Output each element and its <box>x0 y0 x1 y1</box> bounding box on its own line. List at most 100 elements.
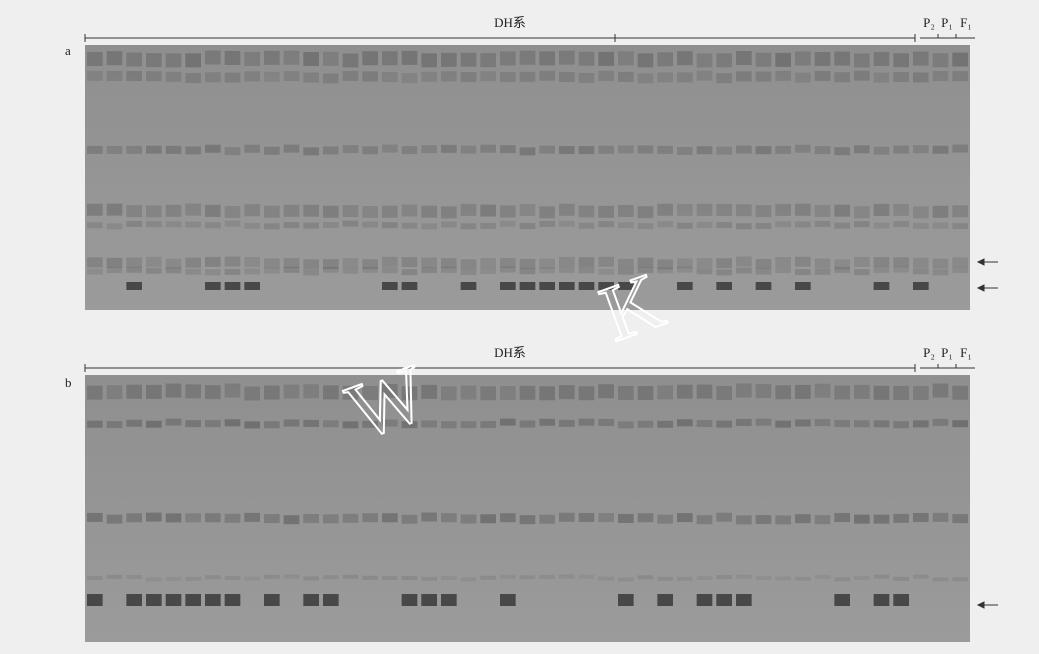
band <box>874 223 890 229</box>
band <box>657 267 673 273</box>
band <box>874 386 890 400</box>
band <box>697 385 713 399</box>
band <box>952 420 968 427</box>
band <box>933 513 949 522</box>
band <box>559 51 575 65</box>
band <box>87 513 103 522</box>
band <box>500 258 516 268</box>
band <box>87 594 103 606</box>
band <box>362 513 378 522</box>
band <box>480 258 496 268</box>
band <box>736 267 752 273</box>
band <box>933 259 949 269</box>
band <box>303 514 319 523</box>
band <box>421 594 437 606</box>
band <box>205 145 221 153</box>
band <box>520 51 536 65</box>
band <box>205 269 221 275</box>
band <box>402 205 418 217</box>
band <box>893 72 909 82</box>
band <box>402 73 418 83</box>
band <box>126 267 142 273</box>
band <box>893 53 909 67</box>
band <box>126 221 142 227</box>
band <box>952 267 968 273</box>
band <box>933 223 949 229</box>
band <box>107 204 123 216</box>
band <box>559 575 575 579</box>
band <box>343 268 359 274</box>
band <box>834 147 850 155</box>
band <box>716 222 732 228</box>
band <box>244 386 260 400</box>
band <box>480 145 496 153</box>
band <box>697 420 713 427</box>
band <box>775 385 791 399</box>
band <box>402 269 418 275</box>
band <box>500 72 516 82</box>
band <box>146 257 162 267</box>
band <box>697 71 713 81</box>
band <box>854 145 870 153</box>
band <box>913 268 929 274</box>
band <box>893 267 909 273</box>
band <box>756 146 772 154</box>
band <box>756 223 772 229</box>
band <box>756 72 772 82</box>
band <box>539 267 555 273</box>
band <box>579 419 595 426</box>
band <box>795 577 811 581</box>
band <box>500 575 516 579</box>
band <box>343 258 359 268</box>
band <box>225 576 241 580</box>
band <box>756 269 772 275</box>
band <box>657 577 673 581</box>
band <box>146 421 162 428</box>
band <box>834 577 850 581</box>
band <box>323 420 339 427</box>
band <box>244 513 260 522</box>
band <box>244 421 260 428</box>
band <box>756 419 772 426</box>
band <box>205 222 221 228</box>
band <box>736 384 752 398</box>
band <box>205 72 221 82</box>
band <box>421 206 437 218</box>
band <box>933 146 949 154</box>
band <box>893 577 909 581</box>
band <box>421 72 437 82</box>
band <box>205 205 221 217</box>
band <box>913 420 929 427</box>
band <box>539 282 555 290</box>
band <box>913 386 929 400</box>
band <box>834 205 850 217</box>
band <box>638 206 654 218</box>
band <box>225 73 241 83</box>
band <box>677 282 693 290</box>
band <box>421 267 437 273</box>
band <box>657 594 673 606</box>
band <box>480 386 496 400</box>
band <box>874 282 890 290</box>
band <box>205 385 221 399</box>
band <box>107 146 123 154</box>
band <box>677 419 693 426</box>
band <box>284 258 300 268</box>
band <box>520 72 536 82</box>
band <box>716 282 732 290</box>
band <box>598 71 614 81</box>
band <box>205 575 221 579</box>
band <box>520 515 536 524</box>
band <box>716 269 732 275</box>
band <box>303 52 319 66</box>
band <box>303 420 319 427</box>
band <box>441 421 457 428</box>
band <box>264 258 280 268</box>
band <box>225 257 241 267</box>
band <box>362 576 378 580</box>
band <box>854 515 870 524</box>
band <box>323 206 339 218</box>
band <box>421 577 437 581</box>
band <box>264 386 280 400</box>
band <box>716 594 732 606</box>
